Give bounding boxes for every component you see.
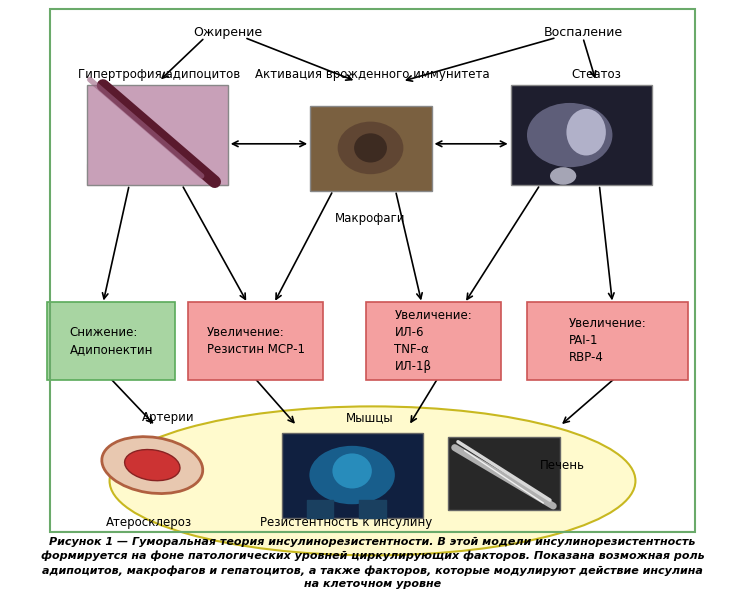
Text: Увеличение:
PAI-1
RBP-4: Увеличение: PAI-1 RBP-4 [568,317,647,364]
Ellipse shape [550,167,577,185]
FancyBboxPatch shape [47,302,175,380]
Text: Артерии: Артерии [142,411,195,424]
Text: Снижение:
Адипонектин: Снижение: Адипонектин [69,326,153,356]
Text: Воспаление: Воспаление [543,26,622,40]
Ellipse shape [102,437,203,494]
FancyBboxPatch shape [282,433,423,518]
FancyBboxPatch shape [366,302,501,380]
Ellipse shape [354,133,387,163]
Ellipse shape [110,406,635,556]
FancyBboxPatch shape [527,302,688,380]
Ellipse shape [332,454,372,488]
Text: Стеатоз: Стеатоз [571,68,621,82]
FancyBboxPatch shape [86,85,228,185]
Ellipse shape [309,446,395,504]
FancyBboxPatch shape [188,302,323,380]
Text: Рисунок 1 — Гуморальная теория инсулинорезистентности. В этой модели инсулинорез: Рисунок 1 — Гуморальная теория инсулинор… [41,537,704,589]
Text: Печень: Печень [540,458,585,472]
Text: Гипертрофия адипоцитов: Гипертрофия адипоцитов [77,68,240,82]
Text: Резистентность к инсулину: Резистентность к инсулину [260,516,432,529]
Text: Увеличение:
ИЛ-6
TNF-α
ИЛ-1β: Увеличение: ИЛ-6 TNF-α ИЛ-1β [394,309,472,373]
Ellipse shape [527,103,612,167]
FancyBboxPatch shape [510,85,652,185]
Text: Мышцы: Мышцы [346,411,393,424]
Text: Ожирение: Ожирение [193,26,262,40]
Text: Активация врожденного иммунитета: Активация врожденного иммунитета [256,68,489,82]
Text: Макрофаги: Макрофаги [335,212,406,225]
Ellipse shape [124,449,180,481]
Ellipse shape [566,109,606,155]
FancyBboxPatch shape [310,106,431,191]
Text: Увеличение:
Резистин МСР-1: Увеличение: Резистин МСР-1 [207,326,305,356]
Text: Атеросклероз: Атеросклероз [106,516,192,529]
FancyBboxPatch shape [448,437,559,510]
Ellipse shape [337,122,403,174]
